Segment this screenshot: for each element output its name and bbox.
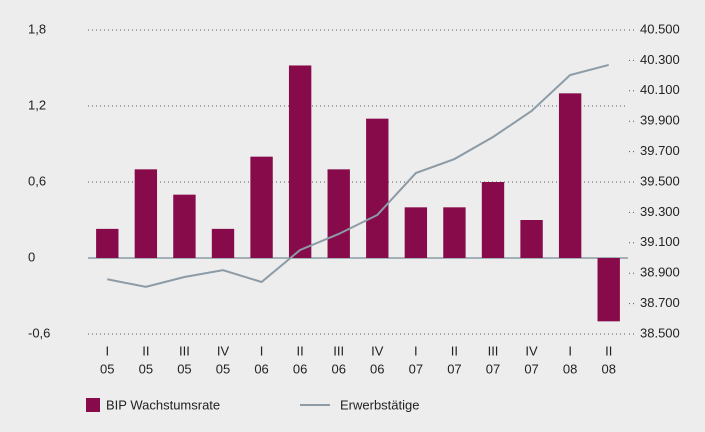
y-tick-label: 1,2 xyxy=(28,97,46,112)
bar xyxy=(481,182,505,258)
legend-label: BIP Wachstumsrate xyxy=(106,397,220,412)
bar xyxy=(558,93,582,258)
x-tick-label: III xyxy=(333,343,344,358)
line xyxy=(107,63,609,288)
x-tick-label: 07 xyxy=(524,361,538,376)
x-tick-label: 06 xyxy=(370,361,384,376)
y2-tick-label: 39.500 xyxy=(640,173,680,188)
y2-tick-label: 38.700 xyxy=(640,295,680,310)
bar xyxy=(404,207,428,258)
y-tick-label: -0,6 xyxy=(28,325,50,340)
x-tick-label: IV xyxy=(525,343,538,358)
y2-tick-label: 39.900 xyxy=(640,113,680,128)
y-tick-label: 0,6 xyxy=(28,173,46,188)
x-tick-label: II xyxy=(451,343,458,358)
x-tick-label: IV xyxy=(371,343,384,358)
x-tick-label: I xyxy=(568,343,572,358)
bar xyxy=(250,156,273,258)
y2-tick-label: 40.300 xyxy=(640,52,680,67)
y2-tick-label: 39.700 xyxy=(640,143,680,158)
x-tick-label: 05 xyxy=(100,361,114,376)
x-tick-label: II xyxy=(142,343,149,358)
x-tick-label: 05 xyxy=(139,361,153,376)
bar xyxy=(520,220,543,258)
x-tick-label: I xyxy=(105,343,109,358)
x-tick-label: 05 xyxy=(216,361,230,376)
y-tick-label: 1,8 xyxy=(28,21,46,36)
x-tick-label: III xyxy=(179,343,190,358)
x-tick-label: 06 xyxy=(293,361,307,376)
x-tick-label: 05 xyxy=(177,361,191,376)
x-tick-label: 07 xyxy=(447,361,461,376)
bar xyxy=(366,118,389,259)
y2-tick-label: 39.300 xyxy=(640,204,680,219)
y2-tick-label: 38.900 xyxy=(640,265,680,280)
x-tick-label: 08 xyxy=(601,361,615,376)
x-tick-label: III xyxy=(488,343,499,358)
bar xyxy=(443,207,466,258)
legend-label: Erwerbstätige xyxy=(340,397,419,412)
bar xyxy=(327,169,350,258)
y2-tick-label: 40.500 xyxy=(640,21,680,36)
y2-tick-label: 38.500 xyxy=(640,325,680,340)
x-tick-label: IV xyxy=(217,343,230,358)
x-tick-label: 07 xyxy=(409,361,423,376)
y2-tick-label: 40.100 xyxy=(640,82,680,97)
bar xyxy=(597,258,620,322)
y-tick-label: 0 xyxy=(28,249,35,264)
x-tick-label: 08 xyxy=(563,361,577,376)
legend-swatch xyxy=(86,398,100,412)
bar xyxy=(288,65,312,258)
bar xyxy=(173,194,196,258)
x-tick-label: II xyxy=(297,343,304,358)
bar xyxy=(134,169,158,258)
y2-tick-label: 39.100 xyxy=(640,234,680,249)
x-tick-label: 06 xyxy=(331,361,345,376)
x-tick-label: I xyxy=(260,343,264,358)
x-tick-label: 06 xyxy=(254,361,268,376)
bar xyxy=(211,228,235,258)
bar xyxy=(96,228,119,258)
x-tick-label: I xyxy=(414,343,418,358)
x-tick-label: 07 xyxy=(486,361,500,376)
x-tick-label: II xyxy=(605,343,612,358)
